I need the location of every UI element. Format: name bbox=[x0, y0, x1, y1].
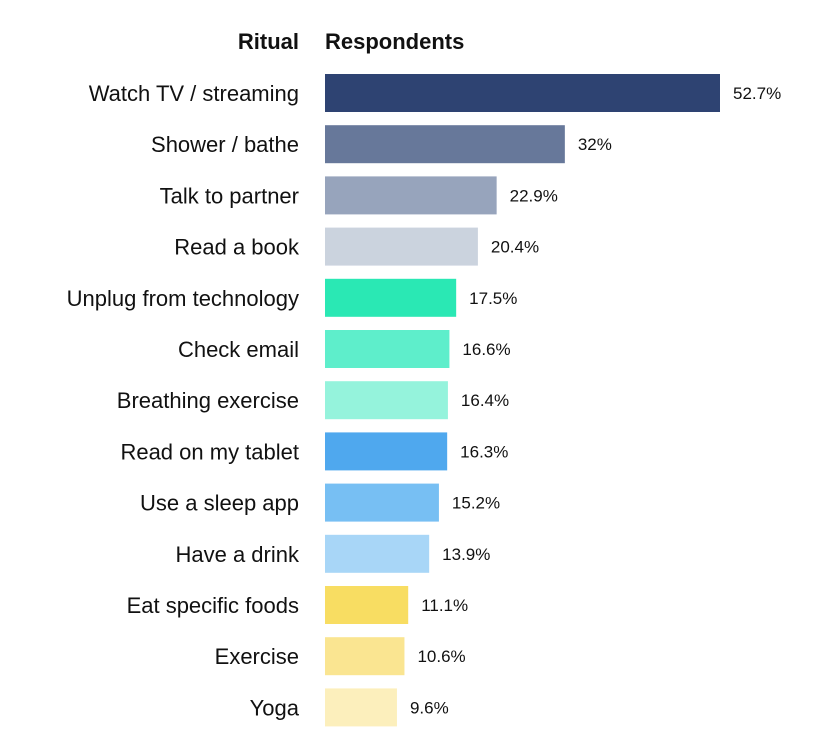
value-label: 15.2% bbox=[452, 494, 500, 513]
bar bbox=[325, 125, 565, 164]
value-label: 22.9% bbox=[510, 186, 558, 205]
category-label: Read on my tablet bbox=[120, 439, 299, 464]
value-label: 10.6% bbox=[417, 647, 465, 666]
value-label: 16.6% bbox=[462, 340, 510, 359]
value-label: 16.3% bbox=[460, 442, 508, 461]
category-label: Breathing exercise bbox=[117, 388, 299, 413]
category-label: Check email bbox=[178, 337, 299, 362]
category-label: Have a drink bbox=[175, 542, 300, 567]
category-label: Watch TV / streaming bbox=[89, 81, 299, 106]
value-label: 11.1% bbox=[421, 596, 468, 615]
category-label: Talk to partner bbox=[160, 183, 299, 208]
bar bbox=[325, 176, 497, 215]
value-header: Respondents bbox=[325, 29, 465, 54]
category-label: Use a sleep app bbox=[140, 491, 299, 516]
bar bbox=[325, 381, 448, 420]
category-label: Shower / bathe bbox=[151, 132, 299, 157]
value-label: 9.6% bbox=[410, 698, 449, 717]
bar bbox=[325, 637, 405, 676]
bar bbox=[325, 534, 430, 573]
bar bbox=[325, 330, 450, 368]
value-label: 52.7% bbox=[733, 84, 781, 103]
value-label: 20.4% bbox=[491, 238, 539, 257]
bar bbox=[325, 586, 409, 624]
value-label: 32% bbox=[578, 135, 612, 154]
category-label: Yoga bbox=[250, 695, 300, 720]
category-label: Unplug from technology bbox=[67, 286, 299, 311]
category-label: Read a book bbox=[174, 235, 300, 260]
bar bbox=[325, 483, 439, 522]
value-label: 17.5% bbox=[469, 289, 517, 308]
value-label: 13.9% bbox=[442, 545, 490, 564]
category-label: Eat specific foods bbox=[127, 593, 299, 618]
bar bbox=[325, 278, 457, 317]
value-label: 16.4% bbox=[461, 391, 509, 410]
bar bbox=[325, 74, 720, 112]
category-header: Ritual bbox=[237, 29, 299, 54]
bar bbox=[325, 227, 478, 266]
category-label: Exercise bbox=[215, 644, 299, 669]
bar bbox=[325, 432, 448, 471]
bar bbox=[325, 688, 397, 727]
